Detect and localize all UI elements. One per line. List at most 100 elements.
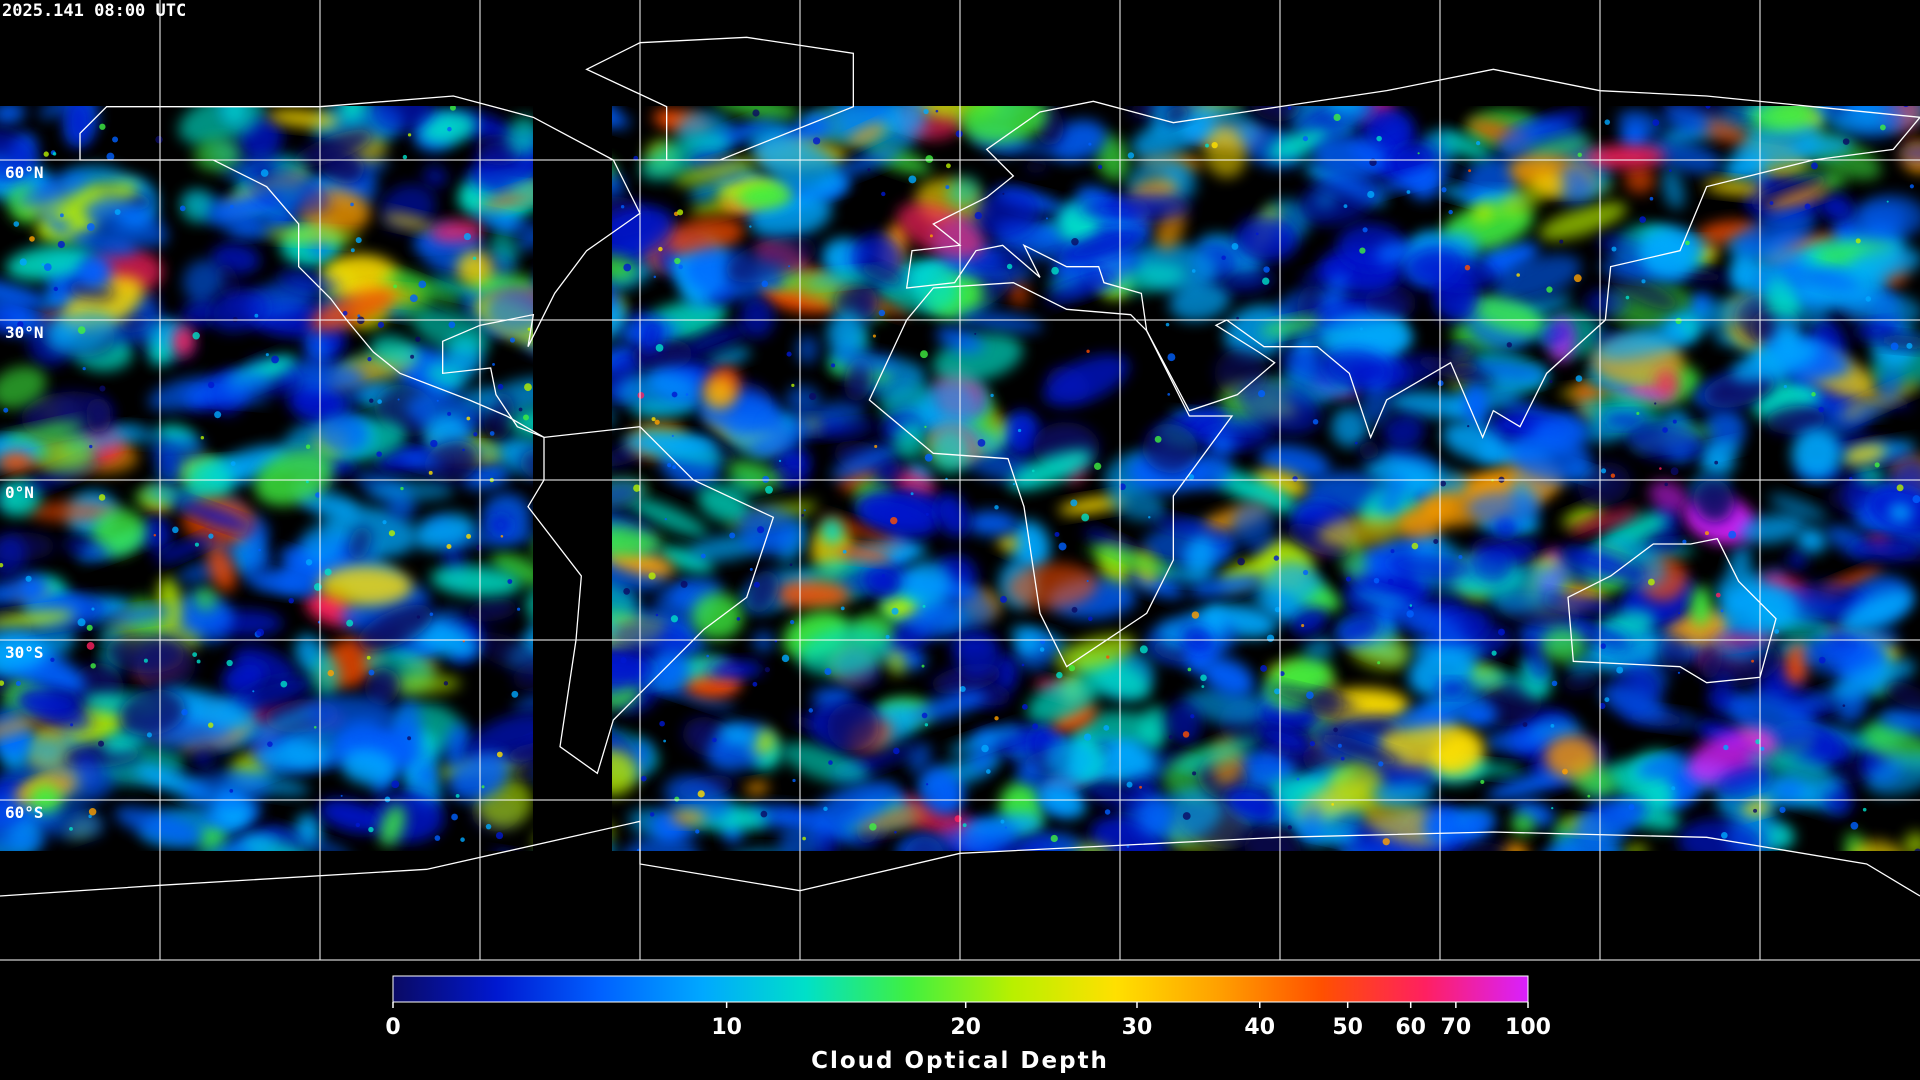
cloud-blob bbox=[1392, 694, 1475, 730]
cloud-speckle bbox=[1760, 746, 1765, 751]
colorbar-tick-label: 70 bbox=[1441, 1015, 1472, 1040]
cloud-blob bbox=[1310, 686, 1343, 721]
cloud-speckle bbox=[1491, 650, 1497, 656]
cloud-speckle bbox=[391, 780, 400, 789]
cloud-speckle bbox=[680, 580, 688, 588]
cloud-speckle bbox=[1600, 643, 1606, 649]
cloud-speckle bbox=[254, 313, 259, 318]
cloud-blob bbox=[821, 518, 843, 545]
cloud-speckle bbox=[1842, 704, 1846, 708]
cloud-speckle bbox=[98, 494, 106, 501]
cloud-blob bbox=[348, 526, 372, 560]
cloud-speckle bbox=[674, 796, 680, 802]
cloud-blob bbox=[799, 625, 892, 677]
cloud-blob bbox=[1843, 291, 1920, 328]
cloud-speckle bbox=[451, 813, 458, 821]
cloud-speckle bbox=[781, 654, 790, 663]
cloud-speckle bbox=[511, 690, 519, 698]
cloud-speckle bbox=[382, 520, 387, 525]
cloud-blob bbox=[1378, 477, 1407, 517]
cloud-speckle bbox=[945, 163, 951, 169]
cloud-blob bbox=[1459, 811, 1497, 836]
cloud-speckle bbox=[890, 516, 898, 525]
cloud-speckle bbox=[945, 185, 950, 190]
cloud-blob bbox=[929, 426, 972, 474]
cloud-speckle bbox=[1639, 216, 1646, 223]
cloud-blob bbox=[1599, 684, 1668, 722]
cloud-speckle bbox=[672, 465, 677, 470]
cloud-blob bbox=[625, 496, 709, 537]
cloud-speckle bbox=[1714, 460, 1719, 465]
cloud-blob bbox=[918, 380, 980, 431]
cloud-speckle bbox=[674, 257, 681, 265]
cloud-blob bbox=[744, 781, 770, 795]
cloud-speckle bbox=[1182, 812, 1191, 820]
cloud-speckle bbox=[623, 263, 632, 272]
cloud-speckle bbox=[1804, 203, 1811, 210]
cloud-blob bbox=[1466, 491, 1543, 524]
cloud-blob bbox=[1748, 173, 1828, 211]
cloud-blob bbox=[1459, 702, 1498, 728]
cloud-blob bbox=[1785, 264, 1859, 290]
cloud-blob bbox=[622, 434, 718, 455]
cloud-speckle bbox=[446, 544, 452, 550]
cloud-blob bbox=[1224, 305, 1292, 359]
cloud-speckle bbox=[13, 221, 20, 227]
cloud-blob bbox=[372, 106, 434, 132]
cloud-blob bbox=[1026, 675, 1102, 724]
cloud-speckle bbox=[885, 634, 890, 639]
cloud-speckle bbox=[0, 680, 5, 686]
cloud-blob bbox=[384, 673, 462, 695]
cloud-blob bbox=[1301, 262, 1357, 284]
cloud-speckle bbox=[923, 108, 929, 115]
cloud-speckle bbox=[920, 350, 928, 359]
cloud-speckle bbox=[840, 606, 845, 611]
cloud-speckle bbox=[651, 417, 656, 422]
cloud-speckle bbox=[1274, 606, 1281, 613]
cloud-speckle bbox=[434, 835, 441, 841]
cloud-speckle bbox=[416, 615, 421, 619]
cloud-speckle bbox=[778, 459, 782, 463]
cloud-speckle bbox=[1058, 542, 1067, 551]
cloud-speckle bbox=[1083, 733, 1092, 741]
cloud-speckle bbox=[384, 796, 391, 803]
cloud-speckle bbox=[869, 823, 877, 831]
cloud-speckle bbox=[1441, 187, 1447, 193]
cloud-speckle bbox=[41, 263, 45, 266]
cloud-speckle bbox=[1842, 138, 1850, 145]
cloud-speckle bbox=[1071, 238, 1079, 246]
cloud-blob bbox=[1538, 202, 1628, 241]
cloud-speckle bbox=[894, 831, 897, 834]
cloud-speckle bbox=[1417, 152, 1420, 155]
cloud-speckle bbox=[874, 444, 878, 448]
cloud-blob bbox=[267, 109, 339, 128]
cloud-blob bbox=[903, 560, 951, 605]
cloud-speckle bbox=[926, 783, 929, 786]
cloud-blob bbox=[827, 702, 879, 751]
cloud-blob bbox=[814, 400, 866, 426]
cloud-blob bbox=[1317, 515, 1404, 548]
coastline bbox=[1568, 539, 1776, 683]
cloud-speckle bbox=[1032, 723, 1039, 730]
cloud-blob bbox=[997, 533, 1019, 552]
cloud-blob bbox=[756, 137, 846, 196]
cloud-speckle bbox=[207, 381, 215, 389]
cloud-speckle bbox=[507, 579, 513, 584]
cloud-blob bbox=[1690, 585, 1712, 627]
cloud-speckle bbox=[762, 475, 770, 483]
cloud-speckle bbox=[509, 337, 516, 343]
cloud-speckle bbox=[1359, 247, 1366, 254]
cloud-blob bbox=[37, 106, 101, 119]
cloud-blob bbox=[1397, 497, 1459, 530]
cloud-blob bbox=[424, 440, 480, 484]
cloud-blob bbox=[1584, 288, 1628, 317]
cloud-blob bbox=[1846, 538, 1920, 561]
cloud-speckle bbox=[765, 485, 773, 494]
cloud-blob bbox=[725, 236, 817, 283]
cloud-blob bbox=[697, 484, 750, 523]
cloud-blob bbox=[92, 508, 146, 556]
cloud-speckle bbox=[929, 234, 933, 238]
cloud-blob bbox=[183, 259, 223, 304]
cloud-speckle bbox=[106, 152, 115, 161]
